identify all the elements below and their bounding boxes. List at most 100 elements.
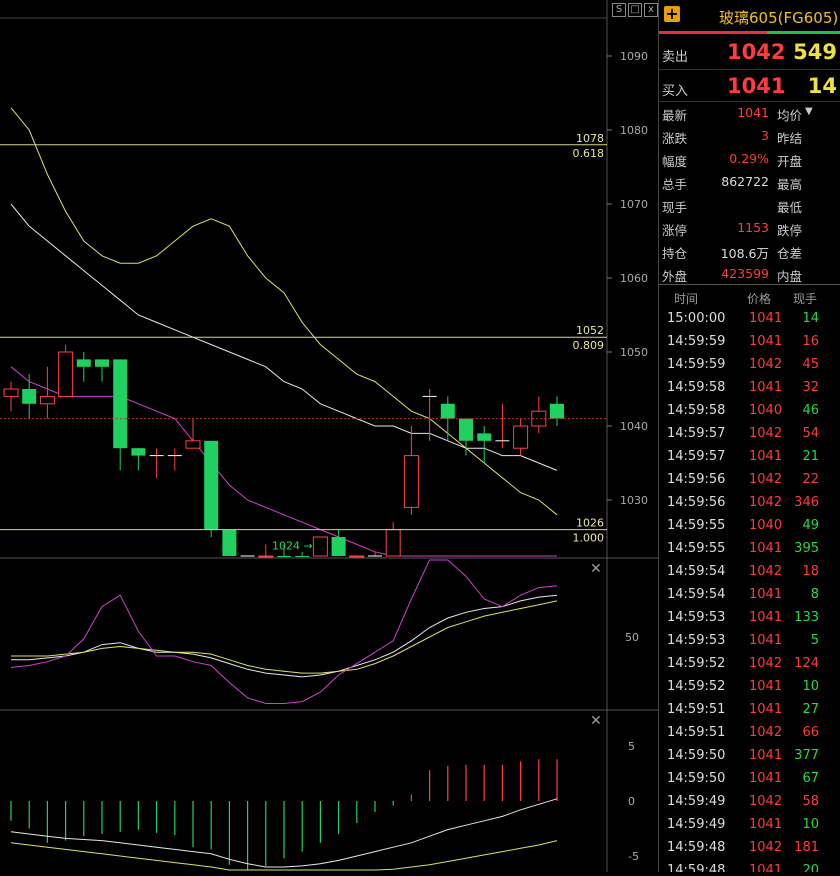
candle-body-down <box>22 389 37 404</box>
tick-volume: 181 <box>794 840 819 855</box>
sell-price: 1042 <box>727 40 786 64</box>
expand-icon[interactable]: □ <box>628 3 642 17</box>
tick-price: 1042 <box>749 495 783 510</box>
stat-row: 涨停 1153 跌停 <box>659 217 840 239</box>
tick-price: 1041 <box>749 863 783 872</box>
tick-time: 14:59:48 <box>667 840 726 855</box>
stat-value: 862722 <box>721 174 769 189</box>
y-tick-label: 1040 <box>620 420 648 433</box>
candle-body-down <box>331 537 346 556</box>
tick-price: 1041 <box>749 449 783 464</box>
settings-icon[interactable]: S <box>612 3 626 17</box>
candle-body-up <box>39 395 55 405</box>
add-icon[interactable]: + <box>664 4 680 23</box>
tick-price: 1042 <box>749 564 783 579</box>
tick-time: 14:59:53 <box>667 633 726 648</box>
tick-row: 14:59:52 1041 10 <box>659 676 840 699</box>
tick-time: 14:59:51 <box>667 725 726 740</box>
stat-row: 外盘 423599 内盘 <box>659 263 840 285</box>
ticks-header-time: 时间 <box>674 292 699 306</box>
candle-body-down <box>204 440 219 530</box>
kdj-y-tick: 50 <box>625 631 639 644</box>
tick-price: 1040 <box>749 403 783 418</box>
tick-time: 14:59:55 <box>667 541 726 556</box>
stat-value: 3 <box>761 128 769 143</box>
tick-time: 14:59:59 <box>667 357 726 372</box>
tick-time: 14:59:54 <box>667 587 726 602</box>
tick-time: 14:59:49 <box>667 817 726 832</box>
bid-ask-bar-green <box>767 31 840 34</box>
stat-label: 持仓 <box>662 246 688 261</box>
stat-label: 外盘 <box>662 269 688 284</box>
kdj-close-icon[interactable]: ✕ <box>590 561 602 577</box>
stat-row: 最新 1041 均价 ▼ <box>659 102 840 124</box>
stat-label: 现手 <box>662 200 688 215</box>
candle-body-down <box>459 418 473 441</box>
stat-value: 1153 <box>737 220 769 235</box>
tick-volume: 54 <box>802 426 819 441</box>
close-icon[interactable]: x <box>644 3 658 17</box>
sell-volume: 549 <box>793 40 837 64</box>
macd-y-tick: 0 <box>628 795 635 808</box>
stat-value: 108.6万 <box>720 246 769 261</box>
tick-volume: 45 <box>802 357 819 372</box>
tick-time: 14:59:52 <box>667 679 726 694</box>
stat-label: 总手 <box>662 177 688 192</box>
tick-volume: 14 <box>802 311 819 326</box>
tick-time: 14:59:48 <box>667 863 726 872</box>
stat-label-secondary: 最低 <box>777 200 803 215</box>
tick-price: 1041 <box>749 311 783 326</box>
candle-body-up <box>185 440 201 449</box>
tick-row: 14:59:59 1042 45 <box>659 354 840 377</box>
tick-row: 15:00:00 1041 14 <box>659 308 840 331</box>
tick-volume: 8 <box>810 587 819 602</box>
stat-row: 涨跌 3 昨结 <box>659 125 840 147</box>
stat-row: 持仓 108.6万 仓差 <box>659 240 840 262</box>
candle-body-up <box>385 529 401 557</box>
stat-label: 最新 <box>662 108 688 123</box>
stat-row: 现手 最低 <box>659 194 840 216</box>
divider <box>659 101 840 102</box>
tick-time: 14:59:57 <box>667 449 726 464</box>
fib-price-label: 1052 <box>576 324 604 337</box>
stat-value: 0.29% <box>729 151 769 166</box>
tick-row: 14:59:58 1040 46 <box>659 400 840 423</box>
sell-row: 卖出 1042 549 <box>659 37 840 67</box>
dropdown-arrow-icon[interactable]: ▼ <box>805 106 813 117</box>
bid-ask-bar <box>659 31 840 34</box>
stat-value: 423599 <box>721 266 769 281</box>
stat-label-secondary: 昨结 <box>777 131 803 146</box>
fib-price-label: 1026 <box>576 517 604 530</box>
tick-row: 14:59:56 1042 22 <box>659 469 840 492</box>
macd-y-tick: -5 <box>628 850 639 863</box>
buy-row: 买入 1041 14 <box>659 71 840 101</box>
candle-body-down <box>76 359 91 367</box>
tick-price: 1042 <box>749 794 783 809</box>
macd-close-icon[interactable]: ✕ <box>590 713 602 729</box>
tick-volume: 46 <box>802 403 819 418</box>
fib-ratio-label: 1.000 <box>573 532 605 545</box>
tick-time: 14:59:56 <box>667 495 726 510</box>
tick-time: 14:59:50 <box>667 748 726 763</box>
divider <box>659 284 840 285</box>
tick-volume: 20 <box>802 863 819 872</box>
tick-price: 1041 <box>749 771 783 786</box>
ma-fast-line <box>10 107 558 516</box>
tick-volume: 49 <box>802 518 819 533</box>
tick-row: 14:59:54 1041 8 <box>659 584 840 607</box>
tick-price: 1042 <box>749 840 783 855</box>
tick-row: 14:59:51 1042 66 <box>659 722 840 745</box>
tick-price: 1041 <box>749 541 783 556</box>
tick-row: 14:59:50 1041 377 <box>659 745 840 768</box>
candle-body-down <box>477 433 492 441</box>
stat-label: 涨停 <box>662 223 688 238</box>
tick-row: 14:59:49 1042 58 <box>659 791 840 814</box>
sell-label: 卖出 <box>662 50 689 65</box>
ticks-header-price: 价格 <box>747 292 772 306</box>
tick-price: 1041 <box>749 817 783 832</box>
tick-row: 14:59:55 1041 395 <box>659 538 840 561</box>
tick-row: 14:59:55 1040 49 <box>659 515 840 538</box>
tick-volume: 32 <box>802 380 819 395</box>
